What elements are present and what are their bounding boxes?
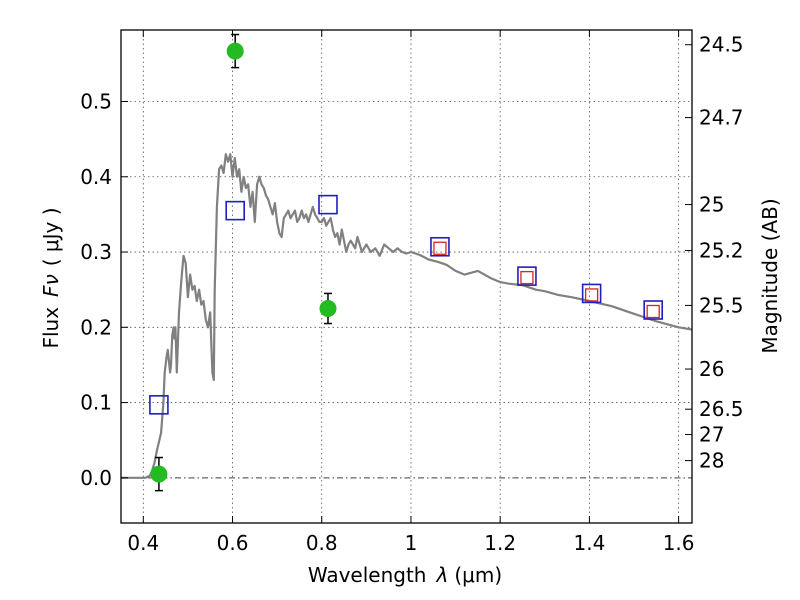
y-tick-label: 0.3 [80, 240, 112, 264]
y-axis-right-label: Magnitude (AB) [758, 198, 782, 353]
x-axis-label: Wavelength λ (μm) [308, 563, 502, 587]
magnitude-tick-label: 26.5 [699, 397, 744, 421]
magnitude-tick-label: 24.5 [699, 33, 744, 57]
nir-flux-square [433, 241, 447, 255]
tick-labels: 0.4 0.6 0.8 1 1.2 1.4 1.6 0.0 0.1 0.2 0.3 0.4 0.5 24.… [80, 33, 743, 555]
nir-flux-square [520, 270, 534, 285]
sed-curve [121, 153, 693, 479]
model-flux-square [643, 300, 663, 320]
sed-curve-layer [121, 153, 693, 479]
x-tick-label: 0.8 [306, 531, 338, 555]
x-tick-label: 0.6 [217, 531, 249, 555]
magnitude-tick-label: 27 [699, 423, 724, 447]
y-tick-label: 0.1 [80, 391, 112, 415]
model-flux-square [581, 283, 602, 304]
y-tick-label: 0.4 [80, 165, 112, 189]
model-flux-square [430, 236, 450, 257]
y-axis-label-symbol: Fν [39, 274, 63, 297]
magnitude-tick-label: 25 [699, 193, 724, 217]
x-tick-label: 1.2 [484, 531, 516, 555]
model-flux-square [318, 194, 338, 215]
x-axis-label-text: Wavelength [308, 563, 427, 587]
nir-flux-square [584, 288, 599, 302]
x-tick-label: 1.6 [663, 531, 695, 555]
magnitude-tick-label: 24.7 [699, 106, 744, 130]
model-flux-square [149, 395, 169, 415]
axis-ticks [121, 30, 692, 523]
x-axis-label-symbol: λ [436, 563, 449, 587]
magnitude-tick-label: 28 [699, 449, 724, 473]
y-axis-label-text: Flux [39, 307, 63, 349]
magnitude-tick-label: 26 [699, 357, 724, 381]
x-tick-label: 1 [405, 531, 418, 555]
x-axis-label-unit: (μm) [454, 563, 502, 587]
y-axis-label: Flux Fν ( μJy ) [39, 207, 63, 348]
magnitude-tick-label: 25.5 [699, 293, 744, 317]
observed-flux-point [226, 42, 244, 60]
y-tick-label: 0.0 [80, 466, 112, 490]
magnitude-tick-label: 25.2 [699, 239, 744, 263]
plot-frame [120, 29, 693, 524]
y-axis-label-unit: ( μJy ) [39, 207, 63, 266]
y-tick-label: 0.2 [80, 315, 112, 339]
nir-flux-square [646, 304, 660, 319]
observed-flux-point [150, 465, 168, 483]
x-tick-label: 0.4 [127, 531, 159, 555]
y-tick-label: 0.5 [80, 90, 112, 114]
model-flux-square [517, 266, 537, 286]
model-flux-square [225, 200, 245, 221]
x-tick-label: 1.4 [573, 531, 605, 555]
marker-layer [149, 33, 663, 492]
observed-flux-point [319, 299, 337, 317]
